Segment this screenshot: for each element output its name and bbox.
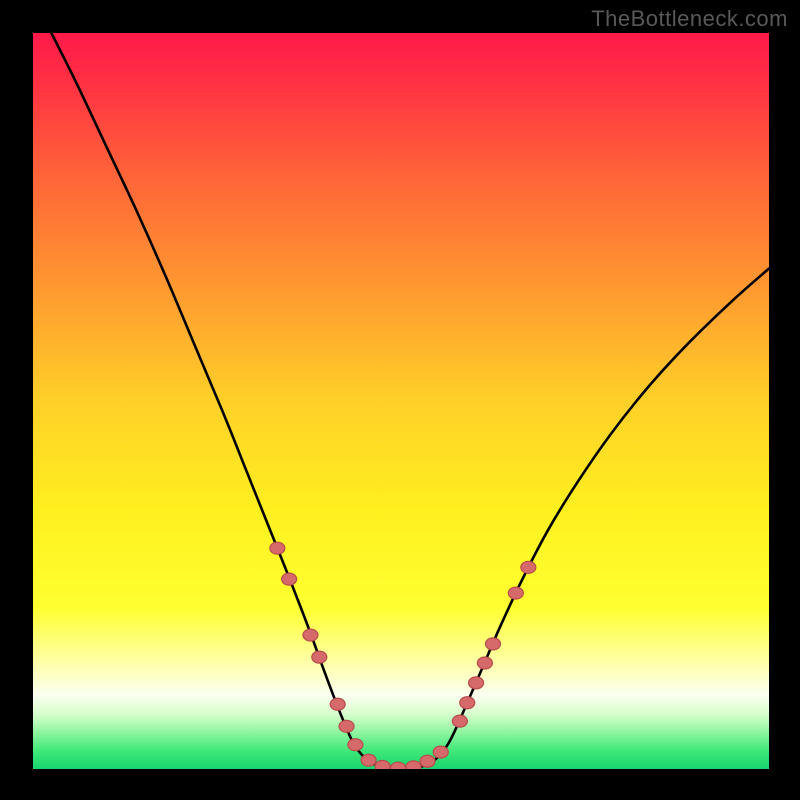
marker-dot	[460, 697, 475, 709]
marker-dot	[406, 761, 421, 769]
marker-dot	[508, 587, 523, 599]
marker-dot	[477, 657, 492, 669]
marker-dot	[452, 715, 467, 727]
marker-dot	[361, 754, 376, 766]
marker-dot	[375, 760, 390, 769]
marker-dot	[420, 755, 435, 767]
marker-dot	[312, 651, 327, 663]
marker-dot	[303, 629, 318, 641]
marker-dot	[433, 746, 448, 758]
marker-dot	[330, 698, 345, 710]
marker-dot	[282, 573, 297, 585]
marker-dot	[486, 638, 501, 650]
chart-frame: TheBottleneck.com	[0, 0, 800, 800]
marker-dot	[339, 720, 354, 732]
marker-dot	[391, 762, 406, 769]
marker-dot	[270, 542, 285, 554]
watermark-text: TheBottleneck.com	[591, 6, 788, 32]
marker-dot	[348, 739, 363, 751]
chart-svg	[33, 33, 769, 769]
plot-area	[33, 33, 769, 769]
chart-background	[33, 33, 769, 769]
marker-dot	[521, 561, 536, 573]
marker-dot	[469, 677, 484, 689]
